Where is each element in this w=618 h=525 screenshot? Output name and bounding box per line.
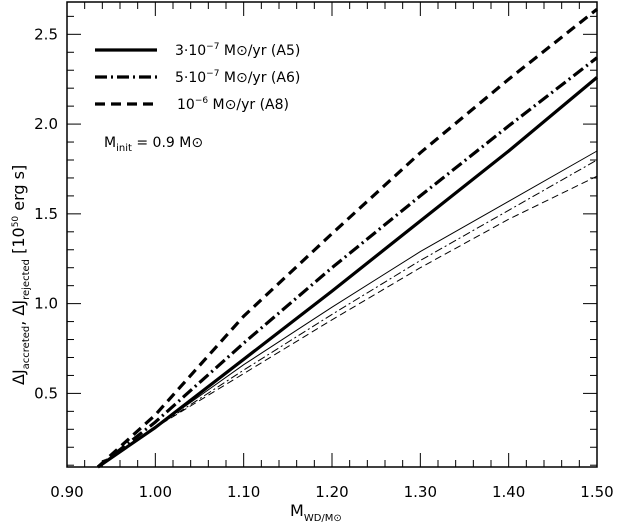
y-tick-label: 2.5 [34, 25, 58, 43]
x-axis-title: MWD/M⊙ [290, 501, 342, 524]
x-tick-label: 1.40 [492, 483, 525, 501]
x-tick-label: 1.00 [139, 483, 172, 501]
legend-entry-a5: 3·10−7 M⊙/yr (A5) [175, 42, 300, 59]
y-tick-label: 0.5 [34, 384, 58, 402]
y-tick-label: 1.5 [34, 205, 58, 223]
x-tick-label: 1.30 [404, 483, 437, 501]
legend-entry-a6: 5·10−7 M⊙/yr (A6) [175, 69, 300, 86]
x-tick-label: 1.50 [580, 483, 613, 501]
series-line-solid-thin [97, 150, 598, 468]
y-tick-label: 1.0 [34, 295, 58, 313]
axis-ticks [66, 2, 598, 467]
y-tick-label: 2.0 [34, 115, 58, 133]
annotation-minit: Minit = 0.9 M⊙ [104, 135, 203, 154]
legend-entry-a8: 10−6 M⊙/yr (A8) [177, 96, 289, 113]
series-lines [96, 7, 599, 469]
series-line-dashdot-thick [96, 56, 598, 469]
series-line-dashed-thick [96, 7, 598, 469]
x-tick-label: 1.10 [227, 483, 260, 501]
legend: 3·10−7 M⊙/yr (A5) 5·10−7 M⊙/yr (A6) 10−6… [95, 42, 300, 113]
tick-labels: 0.90 1.00 1.10 1.20 1.30 1.40 1.50 0.5 1.0 1.5 2.0… [34, 25, 614, 501]
series-line-dashed-thin [97, 175, 598, 468]
series-line-dashdot-thin [97, 159, 598, 468]
x-tick-label: 0.90 [50, 483, 83, 501]
y-axis-title: ΔJaccreted, ΔJrejected [1050 erg s] [9, 165, 32, 385]
x-tick-label: 1.20 [315, 483, 348, 501]
